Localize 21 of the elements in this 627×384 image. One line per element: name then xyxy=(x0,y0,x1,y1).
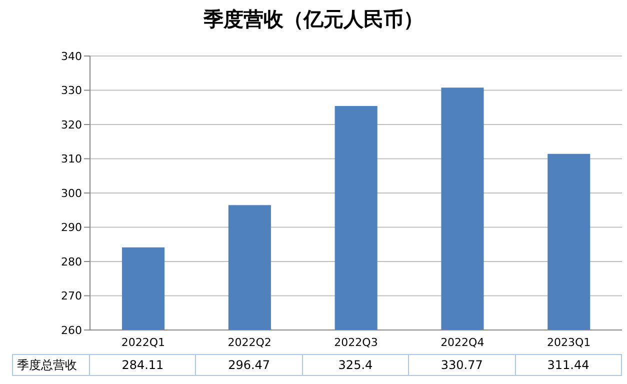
x-tick-label: 2022Q3 xyxy=(334,336,378,349)
data-label: 284.11 xyxy=(89,355,196,375)
x-tick-label: 2022Q4 xyxy=(440,336,484,349)
y-tick-label: 300 xyxy=(61,186,82,200)
x-tick-label: 2022Q2 xyxy=(228,336,272,349)
y-tick-label: 340 xyxy=(61,50,82,63)
y-tick-label: 270 xyxy=(61,290,82,303)
data-label: 325.4 xyxy=(302,355,408,375)
data-label: 330.77 xyxy=(408,355,515,375)
y-tick-label: 330 xyxy=(61,84,82,98)
data-label: 311.44 xyxy=(514,355,621,375)
y-tick-label: 320 xyxy=(61,118,82,132)
x-tick-label: 2022Q1 xyxy=(121,336,166,349)
data-label: 296.47 xyxy=(195,355,302,375)
y-tick-label: 260 xyxy=(61,324,82,337)
y-tick-label: 280 xyxy=(61,255,82,268)
y-tick-label: 290 xyxy=(61,221,82,234)
text: 季度总营收 xyxy=(16,357,78,374)
y-tick-label: 310 xyxy=(61,152,82,166)
x-tick-label: 2023Q1 xyxy=(546,336,591,349)
chart-title: 季度营收（亿元人民币） xyxy=(202,6,424,33)
